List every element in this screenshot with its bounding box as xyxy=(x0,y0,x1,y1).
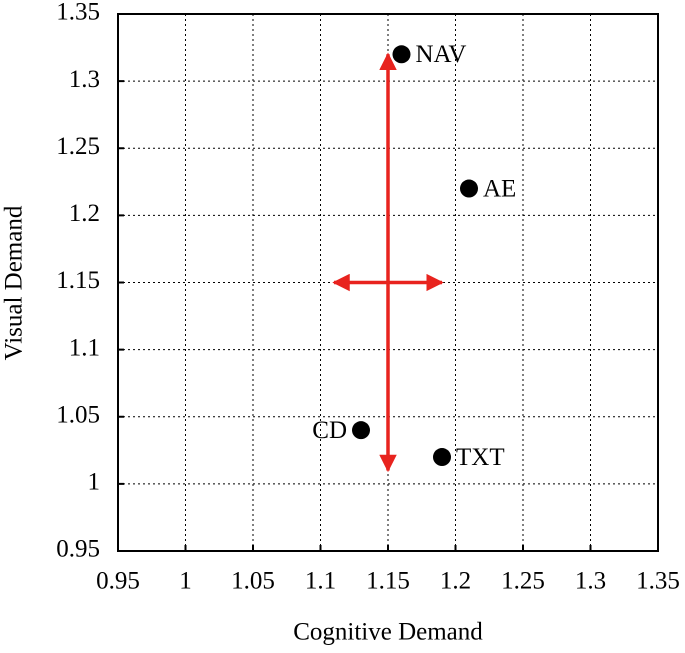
y-tick-label: 1.05 xyxy=(56,401,100,428)
x-axis-label: Cognitive Demand xyxy=(293,619,483,646)
y-tick-label: 1.2 xyxy=(69,200,100,227)
y-axis-label: Visual Demand xyxy=(1,205,28,360)
y-tick-label: 1.3 xyxy=(69,66,100,93)
point-label: TXT xyxy=(456,444,505,471)
y-tick-label: 1.1 xyxy=(69,334,100,361)
y-tick-label: 1 xyxy=(88,469,101,496)
point-label: NAV xyxy=(416,41,467,68)
x-tick-label: 1.35 xyxy=(636,568,680,595)
x-tick-label: 1.2 xyxy=(440,568,471,595)
x-tick-label: 1.05 xyxy=(231,568,275,595)
y-tick-label: 1.15 xyxy=(56,267,100,294)
y-tick-label: 0.95 xyxy=(56,536,100,563)
x-tick-label: 1.3 xyxy=(575,568,606,595)
point-label: AE xyxy=(483,175,516,202)
x-tick-label: 1 xyxy=(179,568,192,595)
plot-frame xyxy=(117,13,659,552)
x-tick-label: 1.1 xyxy=(305,568,336,595)
y-tick-label: 1.35 xyxy=(56,0,100,26)
x-tick-label: 0.95 xyxy=(96,568,140,595)
point xyxy=(460,179,478,198)
y-tick-label: 1.25 xyxy=(56,133,100,160)
point xyxy=(433,448,451,467)
x-tick-label: 1.15 xyxy=(366,568,410,595)
point xyxy=(392,45,411,64)
point xyxy=(352,421,370,440)
x-tick-label: 1.25 xyxy=(501,568,545,595)
point-label: CD xyxy=(312,417,347,444)
